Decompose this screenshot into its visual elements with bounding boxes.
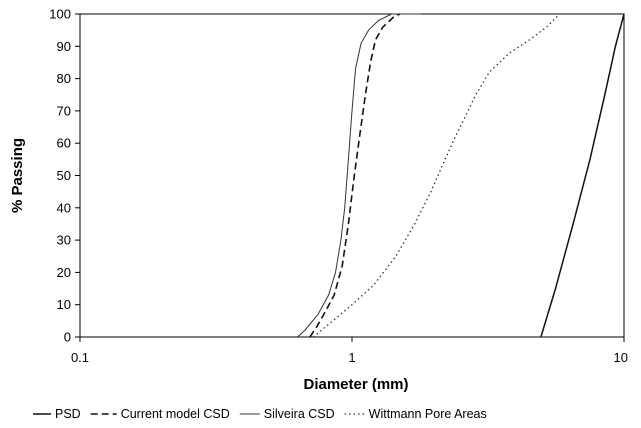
plot-frame [79,13,625,338]
legend-label: Silveira CSD [264,407,335,421]
y-tick-label: 60 [57,136,71,151]
legend-label: Current model CSD [121,407,230,421]
series-line-1 [309,13,401,338]
y-tick-label: 80 [57,71,71,86]
y-tick-label: 40 [57,200,71,215]
y-tick-label: 90 [57,39,71,54]
y-axis-ticks: 0 10 20 30 40 50 60 70 80 90 100 [49,7,80,345]
x-axis-title: Diameter (mm) [303,376,408,393]
x-tick-label: 10 [614,350,628,365]
y-tick-label: 20 [57,265,71,280]
series-line-3 [312,13,624,338]
legend-label: PSD [55,407,81,421]
y-tick-label: 0 [64,330,71,345]
series-line-2 [297,13,422,338]
legend: PSD Current model CSD Silveira CSD Wittmann… [33,407,487,421]
series-line-0 [540,13,625,338]
x-axis-ticks: 0.1 1 10 [71,337,628,365]
plot-area-border [79,13,625,338]
y-tick-label: 100 [49,7,71,22]
y-tick-label: 50 [57,168,71,183]
x-tick-label: 0.1 [71,350,89,365]
series-layer [297,13,625,338]
x-tick-label: 1 [348,350,355,365]
y-axis-title: % Passing [9,138,26,213]
y-tick-label: 30 [57,233,71,248]
legend-label: Wittmann Pore Areas [369,407,487,421]
y-tick-label: 70 [57,103,71,118]
y-tick-label: 10 [57,297,71,312]
